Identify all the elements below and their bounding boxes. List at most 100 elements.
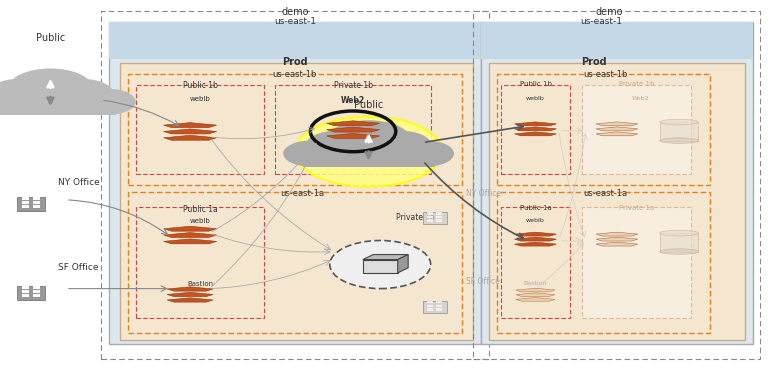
Circle shape <box>400 141 454 166</box>
FancyBboxPatch shape <box>423 212 446 224</box>
Polygon shape <box>514 132 556 136</box>
FancyBboxPatch shape <box>660 233 698 252</box>
Polygon shape <box>167 292 213 297</box>
Text: SF Office: SF Office <box>58 263 99 272</box>
Circle shape <box>283 141 338 166</box>
FancyBboxPatch shape <box>23 201 29 204</box>
FancyBboxPatch shape <box>436 301 442 303</box>
Circle shape <box>0 89 19 115</box>
Text: NY Office: NY Office <box>466 189 501 198</box>
Text: us-east-1a: us-east-1a <box>584 189 627 198</box>
FancyBboxPatch shape <box>109 22 481 59</box>
Circle shape <box>326 120 411 161</box>
FancyBboxPatch shape <box>33 205 40 208</box>
Text: SF Office: SF Office <box>466 278 500 286</box>
Polygon shape <box>514 242 556 246</box>
Text: Private 1b: Private 1b <box>618 81 654 87</box>
FancyBboxPatch shape <box>436 216 442 218</box>
Circle shape <box>305 131 370 162</box>
FancyBboxPatch shape <box>436 305 442 307</box>
FancyBboxPatch shape <box>120 63 473 340</box>
FancyBboxPatch shape <box>427 219 433 222</box>
Text: NY Office: NY Office <box>58 178 100 186</box>
Polygon shape <box>596 242 638 246</box>
FancyBboxPatch shape <box>33 197 40 200</box>
Polygon shape <box>397 255 408 273</box>
FancyBboxPatch shape <box>582 85 691 174</box>
Polygon shape <box>164 129 217 134</box>
Polygon shape <box>596 132 638 136</box>
Circle shape <box>295 117 442 187</box>
FancyBboxPatch shape <box>33 286 40 289</box>
Text: Public: Public <box>36 33 65 43</box>
FancyBboxPatch shape <box>427 308 433 311</box>
FancyBboxPatch shape <box>582 207 691 318</box>
FancyBboxPatch shape <box>481 22 753 59</box>
Text: Public 1b: Public 1b <box>519 81 552 87</box>
Polygon shape <box>514 122 556 126</box>
FancyBboxPatch shape <box>23 205 29 208</box>
Ellipse shape <box>660 119 698 125</box>
FancyBboxPatch shape <box>17 286 44 300</box>
Text: Public: Public <box>354 100 383 110</box>
FancyBboxPatch shape <box>660 122 698 141</box>
FancyBboxPatch shape <box>23 290 29 293</box>
Ellipse shape <box>660 138 698 144</box>
Text: us-east-1b: us-east-1b <box>272 70 317 79</box>
Polygon shape <box>164 226 217 231</box>
Text: Public 1b: Public 1b <box>183 81 217 90</box>
Text: us-east-1: us-east-1 <box>580 17 622 26</box>
Text: Web2: Web2 <box>632 96 649 101</box>
Text: us-east-1a: us-east-1a <box>281 189 324 198</box>
Circle shape <box>81 89 136 115</box>
Text: Prod: Prod <box>282 57 308 67</box>
Circle shape <box>367 131 432 162</box>
Polygon shape <box>596 237 638 241</box>
Text: weblb: weblb <box>190 96 210 102</box>
Polygon shape <box>516 293 555 296</box>
FancyBboxPatch shape <box>427 212 433 215</box>
FancyBboxPatch shape <box>23 197 29 200</box>
Circle shape <box>330 240 431 289</box>
Polygon shape <box>596 127 638 131</box>
Polygon shape <box>164 233 217 238</box>
Text: weblb: weblb <box>190 218 210 224</box>
FancyBboxPatch shape <box>33 290 40 293</box>
Polygon shape <box>516 297 555 301</box>
Polygon shape <box>514 237 556 241</box>
Text: Prod: Prod <box>580 57 607 67</box>
FancyBboxPatch shape <box>481 22 753 344</box>
Polygon shape <box>164 239 217 244</box>
Polygon shape <box>514 232 556 236</box>
Text: weblb: weblb <box>526 96 545 101</box>
Polygon shape <box>514 127 556 131</box>
Polygon shape <box>327 121 379 126</box>
Polygon shape <box>362 255 408 260</box>
Text: weblb: weblb <box>526 218 545 223</box>
Polygon shape <box>164 135 217 140</box>
Text: demo: demo <box>281 7 309 17</box>
Ellipse shape <box>660 249 698 255</box>
Text: Bastion: Bastion <box>187 281 213 287</box>
Polygon shape <box>167 287 213 291</box>
Text: us-east-1: us-east-1 <box>274 17 316 26</box>
Text: Web2: Web2 <box>341 96 365 105</box>
FancyBboxPatch shape <box>436 308 442 311</box>
Polygon shape <box>167 298 213 302</box>
Text: Bastion: Bastion <box>524 281 547 286</box>
Text: Private 1a: Private 1a <box>618 205 654 211</box>
FancyBboxPatch shape <box>0 100 116 115</box>
Ellipse shape <box>660 230 698 236</box>
FancyBboxPatch shape <box>33 294 40 297</box>
Text: us-east-1b: us-east-1b <box>583 70 628 79</box>
Text: Public 1a: Public 1a <box>183 205 217 214</box>
FancyBboxPatch shape <box>17 197 44 211</box>
FancyBboxPatch shape <box>23 294 29 297</box>
Circle shape <box>8 68 93 109</box>
Text: Private 1a: Private 1a <box>396 213 435 222</box>
FancyBboxPatch shape <box>423 301 446 313</box>
Text: Private 1b: Private 1b <box>334 81 372 90</box>
Polygon shape <box>596 122 638 126</box>
Text: Public 1a: Public 1a <box>520 205 551 211</box>
FancyBboxPatch shape <box>427 216 433 218</box>
